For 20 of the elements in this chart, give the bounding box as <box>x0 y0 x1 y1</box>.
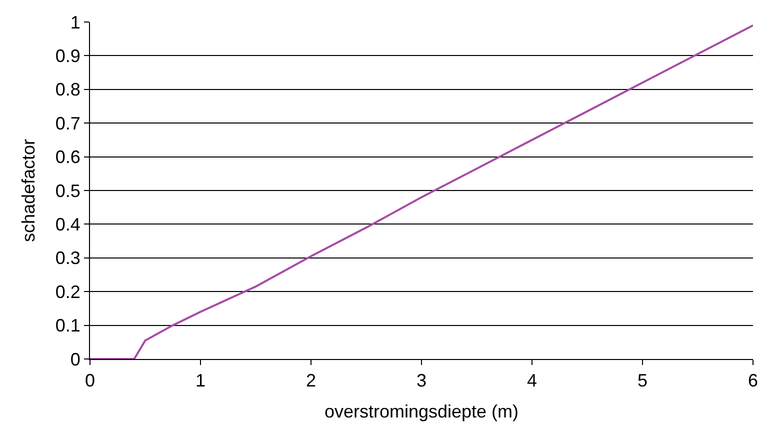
y-tick-label: 0.7 <box>55 113 80 134</box>
x-tick-label: 6 <box>748 370 758 391</box>
y-tick-label: 0.6 <box>55 147 80 168</box>
x-axis-title: overstromingsdiepte (m) <box>324 402 519 422</box>
x-tick-label: 0 <box>84 370 96 391</box>
y-tick-label: 0.3 <box>55 248 80 268</box>
x-tick-label: 4 <box>526 370 538 391</box>
x-tick-label: 3 <box>416 370 427 391</box>
y-tick-label: 0.9 <box>55 46 80 66</box>
x-tick-label: 2 <box>306 370 316 391</box>
y-tick-label: 0 <box>70 349 80 370</box>
y-tick-label: 0.8 <box>55 80 80 100</box>
y-axis-title: schadefactor <box>18 138 39 242</box>
y-tick-label: 1 <box>70 12 80 32</box>
x-tick-label: 1 <box>195 370 206 391</box>
y-tick-label: 0.4 <box>55 214 80 234</box>
y-tick-label: 0.5 <box>55 180 80 201</box>
x-tick-label: 5 <box>637 370 648 391</box>
y-tick-label: 0.1 <box>55 316 80 336</box>
y-tick-label: 0.2 <box>55 282 80 302</box>
